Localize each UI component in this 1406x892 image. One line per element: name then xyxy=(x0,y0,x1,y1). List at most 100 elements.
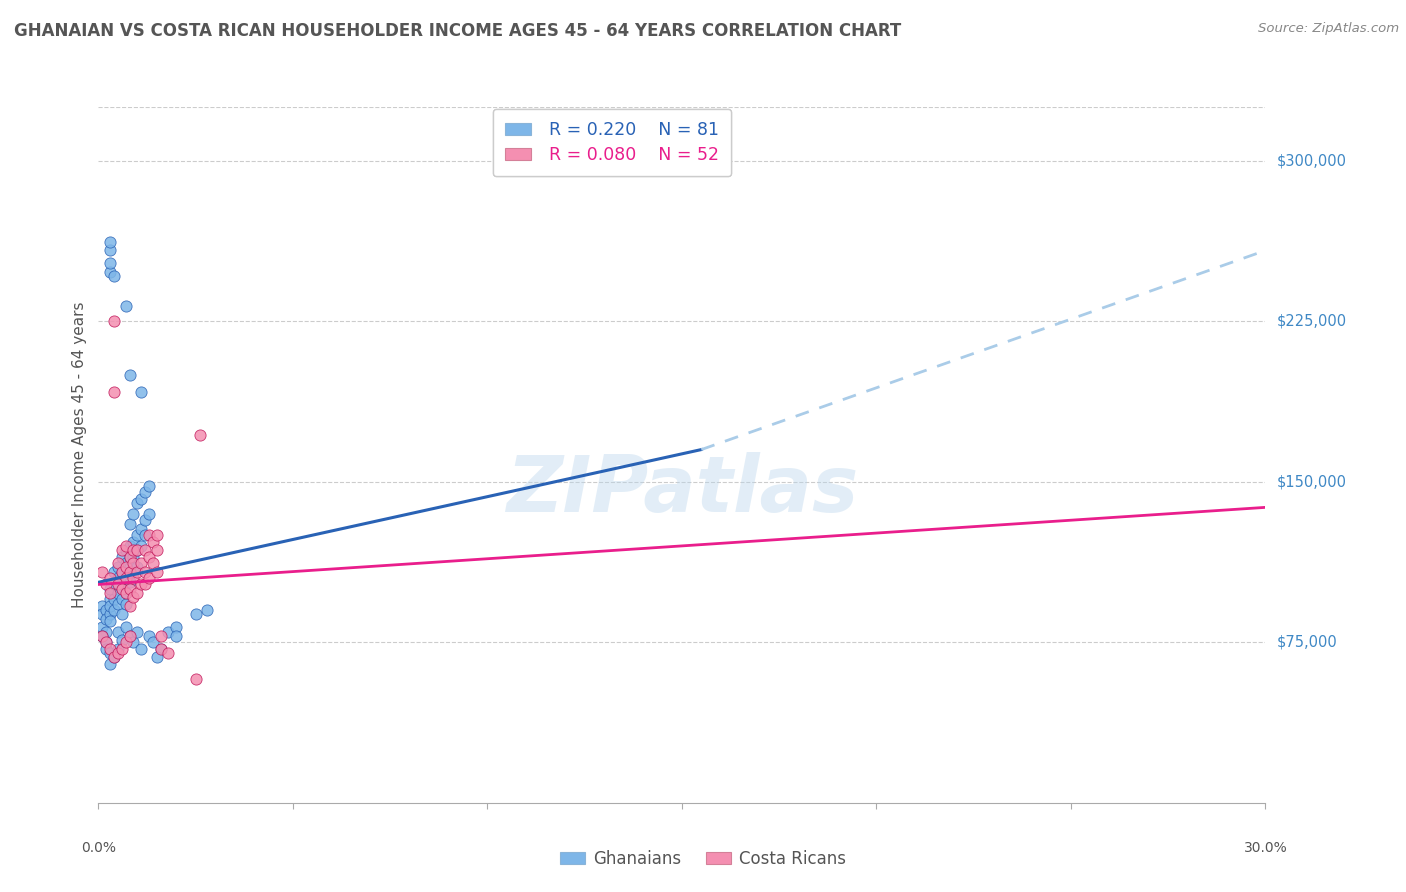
Point xyxy=(107,641,129,656)
Legend: Ghanaians, Costa Ricans: Ghanaians, Costa Ricans xyxy=(553,844,853,875)
Point xyxy=(129,556,152,570)
Point xyxy=(134,528,156,542)
Point xyxy=(118,560,141,574)
Point xyxy=(98,646,121,660)
Text: 0.0%: 0.0% xyxy=(82,841,115,855)
Point xyxy=(98,265,121,279)
Point xyxy=(118,575,141,590)
Point xyxy=(165,629,187,643)
Point xyxy=(138,528,160,542)
Point xyxy=(122,507,145,521)
Point xyxy=(114,620,136,634)
Point xyxy=(111,641,134,656)
Point xyxy=(134,577,156,591)
Point xyxy=(98,256,121,270)
Point xyxy=(138,507,160,521)
Point xyxy=(127,543,149,558)
Point xyxy=(146,528,169,542)
Point xyxy=(138,479,160,493)
Point xyxy=(122,635,145,649)
Point xyxy=(134,565,156,579)
Point xyxy=(114,299,136,313)
Point xyxy=(98,571,121,585)
Point xyxy=(107,597,129,611)
Point xyxy=(111,592,134,607)
Point xyxy=(91,620,114,634)
Point xyxy=(149,629,172,643)
Point xyxy=(98,235,121,249)
Point xyxy=(107,560,129,574)
Point xyxy=(114,560,136,574)
Point xyxy=(134,513,156,527)
Point xyxy=(142,635,165,649)
Point xyxy=(118,539,141,553)
Point xyxy=(91,629,114,643)
Point xyxy=(103,565,125,579)
Point xyxy=(96,577,118,591)
Point xyxy=(91,599,114,613)
Point xyxy=(122,534,145,549)
Point xyxy=(122,556,145,570)
Text: GHANAIAN VS COSTA RICAN HOUSEHOLDER INCOME AGES 45 - 64 YEARS CORRELATION CHART: GHANAIAN VS COSTA RICAN HOUSEHOLDER INCO… xyxy=(14,22,901,40)
Point xyxy=(96,612,118,626)
Point xyxy=(122,549,145,564)
Point xyxy=(122,571,145,585)
Point xyxy=(118,599,141,613)
Point xyxy=(118,517,141,532)
Point xyxy=(103,650,125,665)
Point xyxy=(134,485,156,500)
Point xyxy=(103,650,125,665)
Point xyxy=(118,549,141,564)
Point xyxy=(107,586,129,600)
Point xyxy=(118,629,141,643)
Point xyxy=(103,592,125,607)
Legend:   R = 0.220    N = 81,   R = 0.080    N = 52: R = 0.220 N = 81, R = 0.080 N = 52 xyxy=(492,109,731,176)
Text: $150,000: $150,000 xyxy=(1277,475,1347,489)
Point xyxy=(157,624,180,639)
Point xyxy=(98,244,121,258)
Point xyxy=(118,582,141,596)
Point xyxy=(184,607,207,622)
Point xyxy=(129,491,152,506)
Point xyxy=(103,314,125,328)
Point xyxy=(114,586,136,600)
Point xyxy=(91,629,114,643)
Point xyxy=(107,646,129,660)
Point xyxy=(91,607,114,622)
Point xyxy=(96,635,118,649)
Point xyxy=(127,565,149,579)
Point xyxy=(114,556,136,570)
Point xyxy=(142,556,165,570)
Point xyxy=(111,543,134,558)
Point xyxy=(149,641,172,656)
Point xyxy=(98,586,121,600)
Text: Source: ZipAtlas.com: Source: ZipAtlas.com xyxy=(1258,22,1399,36)
Point xyxy=(127,586,149,600)
Y-axis label: Householder Income Ages 45 - 64 years: Householder Income Ages 45 - 64 years xyxy=(72,301,87,608)
Point xyxy=(91,565,114,579)
Point xyxy=(114,543,136,558)
Point xyxy=(138,629,160,643)
Point xyxy=(111,633,134,648)
Point xyxy=(118,629,141,643)
Point xyxy=(195,603,218,617)
Point xyxy=(96,603,118,617)
Point xyxy=(107,577,129,591)
Point xyxy=(98,614,121,628)
Point xyxy=(111,582,134,596)
Point xyxy=(103,384,125,399)
Point xyxy=(98,641,121,656)
Point xyxy=(184,672,207,686)
Point xyxy=(103,603,125,617)
Point xyxy=(98,599,121,613)
Point xyxy=(165,620,187,634)
Point xyxy=(114,539,136,553)
Point xyxy=(111,607,134,622)
Point xyxy=(111,582,134,596)
Point xyxy=(129,539,152,553)
Point xyxy=(96,624,118,639)
Text: ZIPatlas: ZIPatlas xyxy=(506,451,858,528)
Text: $225,000: $225,000 xyxy=(1277,314,1347,328)
Point xyxy=(129,384,152,399)
Point xyxy=(114,571,136,585)
